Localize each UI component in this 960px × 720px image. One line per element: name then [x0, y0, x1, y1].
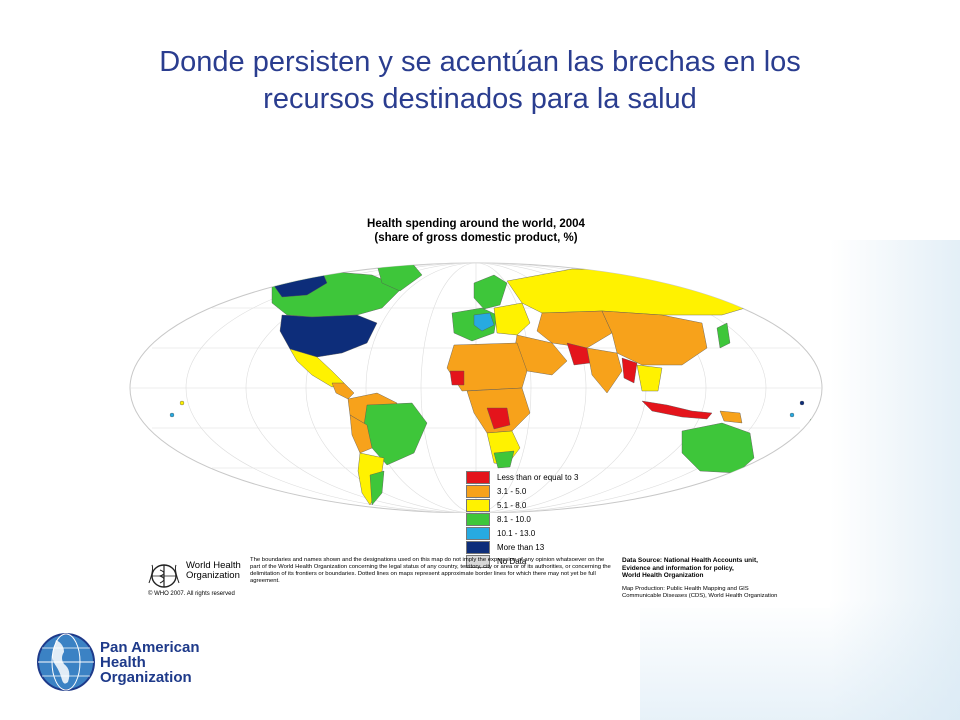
legend-label: No Data	[497, 557, 527, 566]
legend-swatch	[466, 541, 490, 554]
map-production: Map Production: Public Health Mapping an…	[622, 586, 822, 600]
region-eastern-europe	[493, 302, 531, 336]
legend-label: 3.1 - 5.0	[497, 487, 527, 496]
data-source-line1: Data Source: National Health Accounts un…	[622, 557, 758, 564]
region-argentina-south	[369, 470, 385, 506]
region-peru-bolivia	[349, 414, 373, 454]
world-map	[129, 262, 823, 513]
region-pacific-island	[809, 418, 815, 424]
region-india	[586, 347, 623, 394]
region-usa	[279, 314, 378, 358]
legend-item: 5.1 - 8.0	[466, 499, 578, 512]
region-australia	[681, 422, 755, 474]
paho-name-line1: Pan American	[100, 639, 200, 656]
legend-label: 10.1 - 13.0	[497, 529, 536, 538]
paho-name-line2: Health	[100, 654, 146, 671]
region-indonesia	[641, 400, 713, 420]
legend-label: Less than or equal to 3	[497, 473, 579, 482]
legend-label: More than 13	[497, 543, 545, 552]
slide-title: Donde persisten y se acentúan las brecha…	[80, 44, 880, 118]
region-southeast-asia	[636, 364, 663, 392]
paho-logo-icon	[37, 633, 95, 691]
background-decoration-bottom	[640, 600, 960, 720]
legend-item: 3.1 - 5.0	[466, 485, 578, 498]
region-pacific-island	[799, 400, 805, 406]
legend-item: 8.1 - 10.0	[466, 513, 578, 526]
region-china	[601, 310, 708, 366]
legend-swatch	[466, 527, 490, 540]
map-title-line1: Health spending around the world, 2004	[367, 218, 585, 230]
who-emblem-icon	[148, 564, 180, 588]
who-name: World Health Organization	[186, 561, 256, 581]
region-scandinavia	[473, 274, 508, 310]
region-myanmar	[621, 357, 638, 384]
paho-name: Pan American Health Organization	[100, 640, 200, 685]
who-name-line1: World Health	[186, 560, 241, 571]
map-title-line2: (share of gross domestic product, %)	[374, 232, 578, 244]
region-pacific-island	[169, 412, 175, 418]
map-production-line1: Map Production: Public Health Mapping an…	[622, 586, 749, 592]
legend-label: 8.1 - 10.0	[497, 515, 531, 524]
region-south-africa	[493, 450, 515, 469]
data-source: Data Source: National Health Accounts un…	[622, 557, 822, 580]
slide-title-line1: Donde persisten y se acentúan las brecha…	[159, 46, 801, 78]
legend-swatch	[466, 555, 490, 568]
who-name-line2: Organization	[186, 570, 240, 581]
map-title: Health spending around the world, 2004 (…	[122, 217, 830, 245]
legend-swatch	[466, 499, 490, 512]
paho-name-line3: Organization	[100, 669, 192, 686]
legend-item: No Data	[466, 555, 578, 568]
who-copyright: © WHO 2007. All rights reserved	[148, 591, 235, 597]
region-congo	[486, 407, 511, 430]
region-pacific-island	[179, 400, 185, 406]
map-legend: Less than or equal to 3 3.1 - 5.0 5.1 - 8.…	[466, 471, 578, 569]
region-pacific-island	[789, 412, 795, 418]
legend-swatch	[466, 471, 490, 484]
legend-swatch	[466, 485, 490, 498]
map-countries	[169, 263, 815, 506]
region-west-africa-red	[449, 370, 465, 386]
region-central-europe	[473, 312, 495, 332]
legend-item: Less than or equal to 3	[466, 471, 578, 484]
map-figure: Health spending around the world, 2004 (…	[122, 205, 830, 608]
legend-label: 5.1 - 8.0	[497, 501, 527, 510]
legend-swatch	[466, 513, 490, 526]
map-production-line2: Communicable Diseases (CDS), World Healt…	[622, 593, 778, 599]
legend-item: More than 13	[466, 541, 578, 554]
region-new-zealand	[771, 462, 783, 486]
region-japan	[716, 322, 731, 349]
region-russia	[506, 268, 763, 316]
slide-title-line2: recursos destinados para la salud	[263, 83, 697, 115]
region-papua-new-guinea	[719, 410, 743, 424]
data-source-line2: Evidence and information for policy,	[622, 564, 734, 572]
legend-item: 10.1 - 13.0	[466, 527, 578, 540]
region-central-america	[331, 382, 355, 400]
map-disclaimer: The boundaries and names shown and the d…	[250, 557, 611, 584]
data-source-line3: World Health Organization	[622, 572, 704, 579]
